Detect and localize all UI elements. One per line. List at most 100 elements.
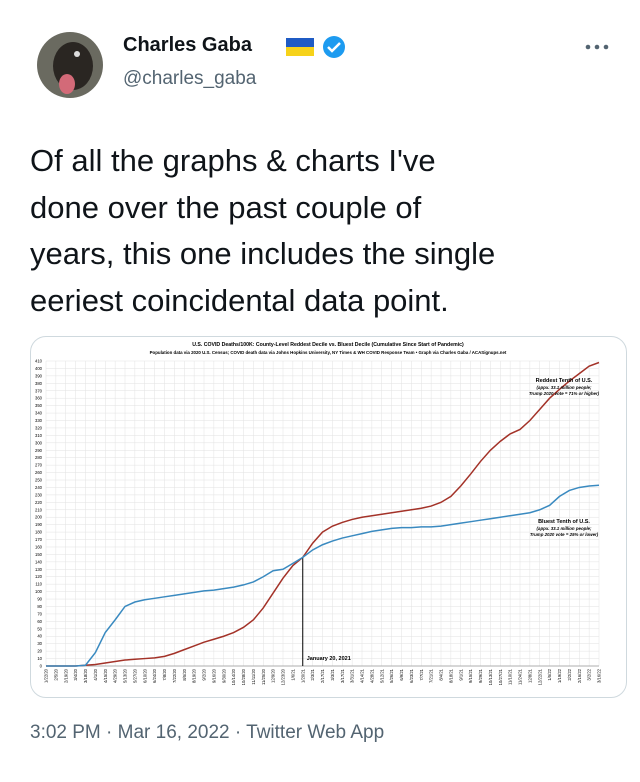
y-tick-label: 340 <box>35 411 43 416</box>
author-handle[interactable]: @charles_gaba <box>123 68 257 89</box>
tweet-line: Of all the graphs & charts I've <box>30 143 436 178</box>
x-tick-label: 9/15/21 <box>468 668 473 683</box>
x-tick-label: 4/28/21 <box>369 668 374 683</box>
x-tick-label: 3/16/22 <box>597 668 602 683</box>
x-tick-label: 10/27/21 <box>498 668 503 685</box>
x-tick-label: 12/22/21 <box>537 668 542 685</box>
legend-note: (appx. 33.1 million people; <box>537 526 592 531</box>
legend-label: Reddest Tenth of U.S. <box>536 378 593 384</box>
y-tick-label: 150 <box>35 552 43 557</box>
y-tick-label: 410 <box>35 359 43 364</box>
x-tick-label: 7/22/20 <box>172 668 177 683</box>
y-tick-label: 230 <box>35 492 43 497</box>
x-tick-label: 3/17/21 <box>340 668 345 683</box>
author-name[interactable]: Charles Gaba <box>123 34 252 56</box>
badges <box>286 36 345 58</box>
x-tick-label: 6/24/20 <box>152 668 157 683</box>
x-tick-label: 1/19/22 <box>557 668 562 683</box>
y-tick-label: 130 <box>35 567 43 572</box>
y-tick-label: 270 <box>35 463 43 468</box>
y-tick-label: 50 <box>37 626 42 631</box>
x-tick-label: 5/12/21 <box>379 668 384 683</box>
x-tick-label: 7/7/21 <box>419 668 424 680</box>
x-tick-label: 3/3/21 <box>330 668 335 680</box>
chart-title: U.S. COVID Deaths/100K: County-Level Red… <box>192 342 464 348</box>
y-tick-label: 0 <box>40 664 43 669</box>
y-tick-label: 220 <box>35 500 43 505</box>
y-tick-label: 250 <box>35 478 43 483</box>
y-tick-label: 380 <box>35 381 43 386</box>
x-tick-label: 3/4/20 <box>73 668 78 680</box>
x-tick-label: 8/19/20 <box>192 668 197 683</box>
x-tick-label: 10/13/21 <box>488 668 493 685</box>
y-tick-label: 190 <box>35 522 43 527</box>
y-tick-label: 110 <box>35 582 42 587</box>
avatar[interactable] <box>37 32 103 98</box>
x-tick-label: 8/5/20 <box>182 668 187 680</box>
x-tick-label: 4/1/20 <box>93 668 98 680</box>
y-tick-label: 330 <box>35 418 43 423</box>
x-tick-label: 3/2/22 <box>587 668 592 680</box>
y-tick-label: 290 <box>35 448 43 453</box>
y-tick-label: 360 <box>35 396 43 401</box>
x-tick-label: 3/31/21 <box>350 668 355 683</box>
data-line <box>46 361 600 667</box>
y-tick-label: 100 <box>35 589 43 594</box>
x-tick-label: 11/24/21 <box>518 668 523 685</box>
x-tick-label: 9/2/20 <box>202 668 207 680</box>
x-tick-label: 6/23/21 <box>409 668 414 683</box>
y-tick-label: 60 <box>37 619 42 624</box>
y-tick-label: 180 <box>35 530 43 535</box>
x-tick-label: 4/15/20 <box>103 668 108 683</box>
x-tick-label: 11/10/21 <box>508 668 513 685</box>
x-tick-label: 2/16/22 <box>577 668 582 683</box>
x-tick-label: 7/8/20 <box>162 668 167 680</box>
y-tick-label: 210 <box>35 507 43 512</box>
y-tick-label: 390 <box>35 373 43 378</box>
y-tick-label: 10 <box>37 656 42 661</box>
legend-label: Bluest Tenth of U.S. <box>538 519 590 525</box>
x-tick-label: 10/14/20 <box>231 668 236 685</box>
x-tick-label: 1/20/21 <box>300 668 305 683</box>
y-tick-label: 90 <box>37 597 42 602</box>
x-tick-label: 6/10/20 <box>142 668 147 683</box>
timestamp[interactable]: 3:02 PM · Mar 16, 2022 · Twitter Web App <box>30 722 385 743</box>
y-tick-label: 400 <box>35 366 43 371</box>
x-tick-label: 3/18/20 <box>83 668 88 683</box>
y-tick-label: 320 <box>35 425 43 430</box>
data-line <box>46 484 600 667</box>
y-tick-label: 280 <box>35 455 43 460</box>
y-tick-label: 310 <box>35 433 43 438</box>
y-tick-label: 370 <box>35 388 43 393</box>
x-tick-label: 5/27/20 <box>132 668 137 683</box>
x-tick-label: 10/28/20 <box>241 668 246 685</box>
y-tick-label: 30 <box>37 641 42 646</box>
y-tick-label: 80 <box>37 604 42 609</box>
chart-card[interactable]: U.S. COVID Deaths/100K: County-Level Red… <box>30 336 627 698</box>
x-tick-label: 2/3/21 <box>310 668 315 680</box>
x-tick-label: 12/9/20 <box>271 668 276 683</box>
y-tick-label: 70 <box>37 611 42 616</box>
tweet-line: eeriest coincidental data point. <box>30 282 449 318</box>
x-tick-label: 8/4/21 <box>439 668 444 680</box>
x-tick-label: 12/8/21 <box>527 668 532 683</box>
legend-note: Trump 2020 vote = 25% or lower) <box>530 532 599 537</box>
x-tick-label: 12/23/20 <box>281 668 286 685</box>
y-tick-label: 240 <box>35 485 43 490</box>
x-tick-label: 7/21/21 <box>429 668 434 683</box>
y-tick-label: 140 <box>35 559 43 564</box>
y-tick-label: 160 <box>35 544 43 549</box>
y-tick-label: 20 <box>37 649 42 654</box>
x-tick-label: 11/25/20 <box>261 668 266 685</box>
x-tick-label: 2/19/20 <box>63 668 68 683</box>
tweet-line: years, this one includes the single <box>30 236 496 271</box>
legend-note: Trump 2020 vote = 71% or higher) <box>529 391 600 396</box>
tweet-line: done over the past couple of <box>30 189 422 225</box>
x-tick-label: 9/30/20 <box>221 668 226 683</box>
x-tick-label: 5/13/20 <box>123 668 128 683</box>
y-tick-label: 40 <box>37 634 42 639</box>
y-tick-label: 170 <box>35 537 43 542</box>
more-menu[interactable] <box>584 42 610 52</box>
y-tick-label: 120 <box>35 574 43 579</box>
